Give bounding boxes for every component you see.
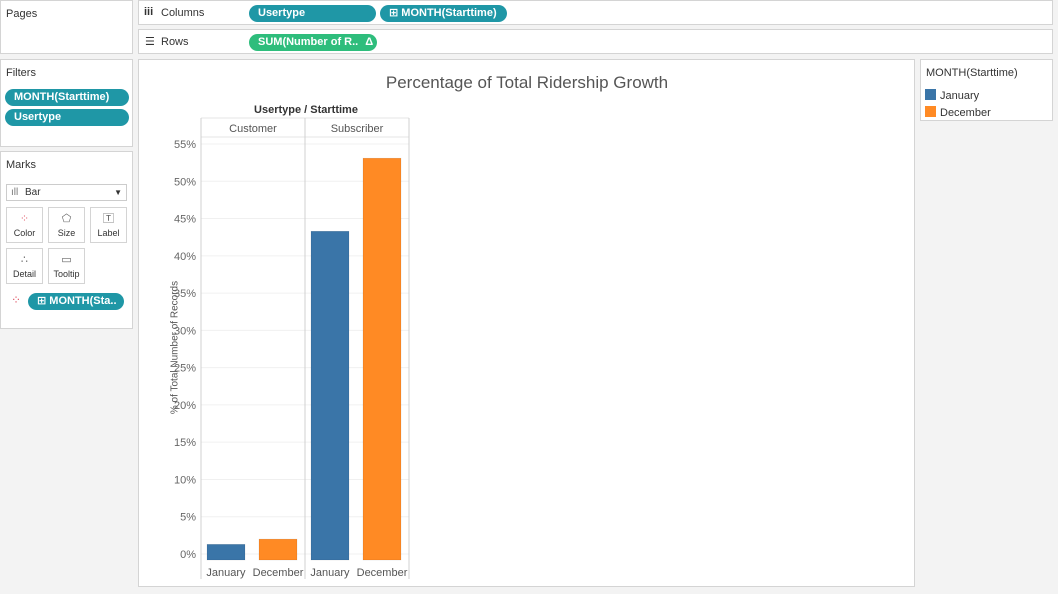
columns-pill-usertype[interactable]: Usertype (249, 5, 376, 22)
chart-title: Percentage of Total Ridership Growth (385, 73, 669, 92)
legend-label-december: December (940, 107, 991, 119)
y-tick-label: 50% (174, 176, 196, 188)
bar-customer-january (206, 544, 246, 561)
filter-pill-month[interactable]: MONTH(Starttime) (5, 89, 129, 106)
rows-icon: ☰ (145, 36, 155, 48)
color-dots-icon: ⁘ (11, 293, 22, 307)
tooltip-button[interactable]: ▭ Tooltip (48, 248, 85, 284)
pages-title: Pages (6, 8, 38, 20)
y-tick-label: 25% (174, 363, 196, 375)
marks-color-pill-month[interactable]: ⊞ MONTH(Sta.. (28, 293, 124, 310)
legend-item-december[interactable]: December (925, 106, 991, 119)
color-button-label: Color (13, 228, 36, 238)
marks-panel: Marks ıll Bar ▼ ⁘ Color ⬠ Size 🅃 Label ∴ Det… (0, 151, 133, 329)
mark-type-dropdown[interactable]: ıll Bar ▼ (6, 184, 127, 201)
chevron-down-icon: ▼ (114, 188, 122, 197)
legend-title: MONTH(Starttime) (926, 67, 1018, 79)
y-tick-label: 40% (174, 251, 196, 263)
bar-chart-icon: ıll (11, 187, 19, 198)
tooltip-button-label: Tooltip (53, 269, 80, 279)
y-tick-label: 30% (174, 325, 196, 337)
y-tick-label: 35% (174, 288, 196, 300)
legend-panel: MONTH(Starttime) January December (920, 59, 1053, 121)
rows-pill-label: SUM(Number of R.. (258, 36, 359, 48)
color-icon: ⁘ (19, 213, 30, 225)
delta-icon: Δ (365, 36, 374, 48)
filters-title: Filters (6, 67, 36, 79)
legend-label-january: January (940, 90, 980, 102)
bar-subscriber-january (310, 230, 350, 561)
rows-shelf[interactable]: ☰ Rows SUM(Number of R.. Δ (138, 29, 1053, 54)
legend-swatch-january (925, 89, 936, 100)
detail-button[interactable]: ∴ Detail (6, 248, 43, 284)
legend-swatch-december (925, 106, 936, 117)
pages-panel: Pages (0, 0, 133, 54)
group-header-customer: Customer (229, 123, 277, 135)
columns-pill-month-label: MONTH(Starttime) (401, 7, 497, 19)
marks-title: Marks (6, 159, 36, 171)
y-tick-label: 15% (174, 437, 196, 449)
bar-customer-december (258, 538, 298, 561)
y-tick-label: 20% (174, 400, 196, 412)
label-icon: 🅃 (103, 213, 114, 225)
columns-icon: iii (144, 6, 154, 18)
size-button-label: Size (57, 228, 76, 238)
y-tick-label: 55% (174, 139, 196, 151)
date-plus-icon: ⊞ (389, 7, 402, 19)
date-plus-icon: ⊞ (37, 295, 50, 307)
filters-panel: Filters MONTH(Starttime) Usertype (0, 59, 133, 147)
x-tick-label: January (310, 567, 350, 579)
chart-panel: Percentage of Total Ridership Growth Use… (138, 59, 915, 587)
filter-pill-usertype[interactable]: Usertype (5, 109, 129, 126)
chart-header: Usertype / Starttime (254, 104, 358, 116)
chart-svg: 0% 5% 10% 15% 20% 25% 30% 35% 40% 45% 50% 55% Custom… (174, 117, 410, 579)
color-button[interactable]: ⁘ Color (6, 207, 43, 243)
size-icon: ⬠ (61, 213, 72, 225)
columns-label: Columns (161, 7, 205, 19)
bar-subscriber-december (362, 157, 402, 561)
label-button[interactable]: 🅃 Label (90, 207, 127, 243)
legend-item-january[interactable]: January (925, 89, 979, 102)
mark-type-label: Bar (25, 187, 41, 198)
marks-color-pill-label: MONTH(Sta.. (49, 295, 117, 307)
columns-shelf[interactable]: iii Columns Usertype ⊞ MONTH(Starttime) (138, 0, 1053, 25)
detail-button-label: Detail (12, 269, 36, 279)
y-tick-label: 0% (180, 549, 196, 561)
y-tick-label: 45% (174, 214, 196, 226)
size-button[interactable]: ⬠ Size (48, 207, 85, 243)
group-header-subscriber: Subscriber (331, 123, 384, 135)
rows-label: Rows (161, 36, 189, 48)
label-button-label: Label (97, 228, 120, 238)
rows-pill-sum-records[interactable]: SUM(Number of R.. Δ (249, 34, 377, 51)
x-tick-label: December (357, 567, 408, 579)
columns-pill-month-starttime[interactable]: ⊞ MONTH(Starttime) (380, 5, 507, 22)
y-tick-label: 5% (180, 512, 196, 524)
detail-icon: ∴ (21, 254, 28, 266)
x-tick-label: December (253, 567, 304, 579)
y-tick-label: 10% (174, 474, 196, 486)
x-tick-label: January (206, 567, 246, 579)
tooltip-icon: ▭ (61, 254, 72, 266)
